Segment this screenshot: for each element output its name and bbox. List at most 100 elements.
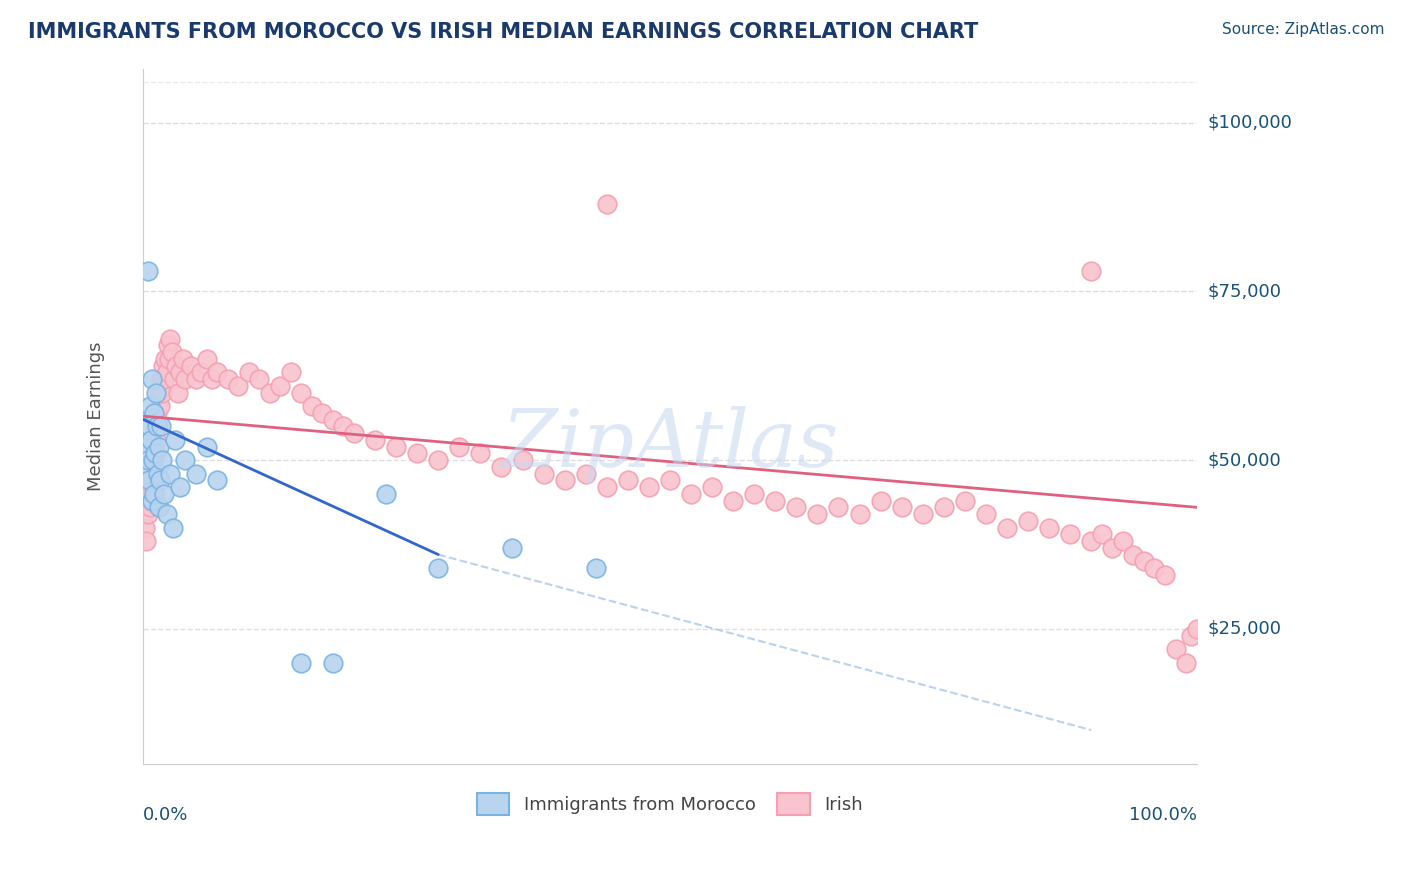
Text: Source: ZipAtlas.com: Source: ZipAtlas.com [1222, 22, 1385, 37]
Point [142, 453, 165, 467]
Point [585, 561, 607, 575]
Point [554, 473, 576, 487]
Point [1080, 534, 1102, 549]
Point [145, 433, 167, 447]
Point [150, 385, 173, 400]
Text: 100.0%: 100.0% [1129, 805, 1197, 823]
Text: $50,000: $50,000 [1208, 451, 1281, 469]
Point [1101, 541, 1123, 555]
Point [135, 440, 157, 454]
Point [247, 372, 270, 386]
Point [139, 473, 162, 487]
Point [596, 196, 619, 211]
Point [180, 359, 202, 373]
Point [184, 467, 207, 481]
Point [806, 507, 828, 521]
Point [470, 446, 492, 460]
Point [134, 520, 156, 534]
Point [155, 507, 177, 521]
Point [201, 372, 224, 386]
Point [150, 372, 173, 386]
Point [148, 440, 170, 454]
Text: Median Earnings: Median Earnings [87, 342, 105, 491]
Point [890, 500, 912, 515]
Point [1143, 561, 1166, 575]
Point [159, 467, 181, 481]
Point [322, 656, 344, 670]
Point [146, 419, 169, 434]
Point [427, 453, 450, 467]
Point [679, 487, 702, 501]
Point [364, 433, 387, 447]
Point [1180, 629, 1202, 643]
Point [153, 487, 176, 501]
Point [763, 493, 786, 508]
Point [638, 480, 661, 494]
Text: 0.0%: 0.0% [143, 805, 188, 823]
Point [139, 433, 162, 447]
Point [163, 433, 186, 447]
Point [162, 520, 184, 534]
Point [449, 440, 471, 454]
Point [153, 372, 176, 386]
Point [974, 507, 997, 521]
Point [1164, 642, 1187, 657]
Point [827, 500, 849, 515]
Point [138, 473, 160, 487]
Point [533, 467, 555, 481]
Point [491, 459, 513, 474]
Point [135, 534, 157, 549]
Point [195, 440, 218, 454]
Point [174, 372, 197, 386]
Point [163, 372, 186, 386]
Legend: Immigrants from Morocco, Irish: Immigrants from Morocco, Irish [468, 784, 872, 824]
Point [146, 406, 169, 420]
Point [148, 385, 170, 400]
Point [152, 359, 174, 373]
Point [143, 419, 166, 434]
Point [322, 412, 344, 426]
Point [1112, 534, 1135, 549]
Point [512, 453, 534, 467]
Point [385, 440, 408, 454]
Point [301, 399, 323, 413]
Point [174, 453, 197, 467]
Point [311, 406, 333, 420]
Point [136, 264, 159, 278]
Point [742, 487, 765, 501]
Point [1038, 520, 1060, 534]
Text: ZipAtlas: ZipAtlas [502, 405, 838, 483]
Point [134, 467, 156, 481]
Point [911, 507, 934, 521]
Point [142, 487, 165, 501]
Text: IMMIGRANTS FROM MOROCCO VS IRISH MEDIAN EARNINGS CORRELATION CHART: IMMIGRANTS FROM MOROCCO VS IRISH MEDIAN … [28, 22, 979, 42]
Point [1080, 264, 1102, 278]
Point [145, 385, 167, 400]
Point [280, 365, 302, 379]
Point [190, 365, 212, 379]
Point [659, 473, 682, 487]
Point [149, 473, 172, 487]
Point [259, 385, 281, 400]
Point [142, 440, 165, 454]
Point [1175, 656, 1198, 670]
Point [1154, 567, 1177, 582]
Point [167, 385, 190, 400]
Point [343, 425, 366, 440]
Point [238, 365, 260, 379]
Point [146, 467, 169, 481]
Point [138, 399, 160, 413]
Point [138, 493, 160, 508]
Point [427, 561, 450, 575]
Point [142, 406, 165, 420]
Point [155, 351, 177, 366]
Point [142, 453, 165, 467]
Point [141, 487, 163, 501]
Point [290, 656, 312, 670]
Point [149, 399, 172, 413]
Point [146, 419, 169, 434]
Point [785, 500, 807, 515]
Text: $25,000: $25,000 [1208, 620, 1282, 638]
Point [932, 500, 955, 515]
Point [148, 500, 170, 515]
